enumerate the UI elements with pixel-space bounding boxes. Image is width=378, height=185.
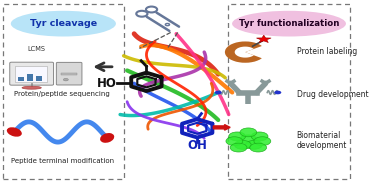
Circle shape [64,78,68,81]
Ellipse shape [232,11,346,36]
Circle shape [215,91,222,94]
Circle shape [254,137,271,146]
FancyBboxPatch shape [10,62,54,85]
Bar [228,4,350,179]
Circle shape [226,137,243,146]
Circle shape [274,91,281,94]
Text: Drug development: Drug development [297,90,368,99]
Text: Tyr functionalization: Tyr functionalization [239,19,339,28]
Text: Protein/peptide sequencing: Protein/peptide sequencing [14,91,110,97]
Circle shape [229,132,246,141]
Bar [18,77,24,81]
Circle shape [251,132,268,141]
Ellipse shape [7,127,22,137]
Bar [27,74,33,81]
Bar [36,76,42,81]
Circle shape [165,23,169,26]
Bar [3,4,124,179]
Wedge shape [235,47,254,58]
Ellipse shape [11,11,116,36]
Circle shape [230,143,247,152]
Text: Tyr cleavage: Tyr cleavage [30,19,97,28]
Circle shape [250,143,266,152]
FancyBboxPatch shape [56,62,82,85]
Bar [60,73,77,75]
Circle shape [234,140,251,149]
Text: Protein labeling: Protein labeling [297,47,357,56]
Text: HO: HO [97,77,117,90]
Circle shape [240,128,257,137]
Text: LCMS: LCMS [27,46,45,52]
Ellipse shape [100,133,114,143]
Circle shape [246,140,262,149]
Polygon shape [256,35,271,43]
Ellipse shape [22,86,41,89]
Bar [15,66,46,82]
Wedge shape [225,41,262,63]
Text: Biomaterial
development: Biomaterial development [297,131,347,150]
Circle shape [240,135,257,144]
Text: Peptide terminal modification: Peptide terminal modification [11,158,114,164]
FancyArrow shape [213,125,230,130]
Text: OH: OH [187,139,207,152]
